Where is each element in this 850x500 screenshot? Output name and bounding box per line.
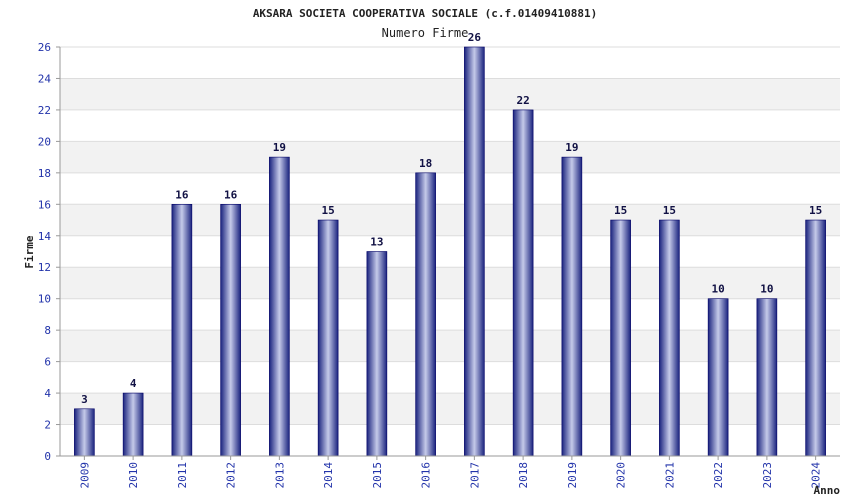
x-tick-label-2019: 2019 xyxy=(566,462,579,489)
grid-band xyxy=(60,78,840,110)
value-label-2020: 15 xyxy=(614,204,627,217)
y-axis-label: Firme xyxy=(23,235,36,268)
bar-2016 xyxy=(415,172,436,457)
chart-subtitle: Numero Firme xyxy=(382,26,469,40)
value-label-2009: 3 xyxy=(81,393,88,406)
bars xyxy=(74,46,826,457)
y-tick-label: 8 xyxy=(44,324,51,337)
bar-2023 xyxy=(756,298,778,457)
value-label-2011: 16 xyxy=(175,188,189,201)
x-tick-label-2015: 2015 xyxy=(371,462,384,489)
bar-2019 xyxy=(561,156,583,457)
value-label-2023: 10 xyxy=(760,283,773,296)
bar-2022 xyxy=(707,298,729,457)
x-tick-labels: 2009 2010 2011 2012 2013 2014 2015 2016 2017 2018… xyxy=(78,462,822,489)
x-tick-label-2021: 2021 xyxy=(663,462,676,489)
x-tick-label-2012: 2012 xyxy=(225,462,238,489)
y-tick-label: 12 xyxy=(38,261,51,274)
x-tick-label-2010: 2010 xyxy=(127,462,140,489)
x-tick-label-2014: 2014 xyxy=(322,462,335,489)
value-label-2019: 19 xyxy=(565,141,578,154)
y-tick-label: 0 xyxy=(44,450,51,463)
value-label-2010: 4 xyxy=(130,377,137,390)
bar-2018 xyxy=(512,109,534,457)
value-label-2014: 15 xyxy=(322,204,335,217)
bar-2017 xyxy=(464,46,485,457)
value-label-2021: 15 xyxy=(663,204,676,217)
value-label-2022: 10 xyxy=(712,283,725,296)
grid-band xyxy=(60,141,840,173)
value-label-2018: 22 xyxy=(517,94,530,107)
y-tick-label: 20 xyxy=(38,135,51,148)
bar-2011 xyxy=(171,204,193,457)
y-tick-label: 4 xyxy=(44,387,51,400)
x-axis-label: Anno xyxy=(814,484,841,497)
chart-title: AKSARA SOCIETA COOPERATIVA SOCIALE (c.f.… xyxy=(253,7,597,20)
value-label-2024: 15 xyxy=(809,204,822,217)
bar-2010 xyxy=(122,392,144,457)
bar-2024 xyxy=(805,219,826,457)
y-tick-label: 14 xyxy=(38,230,52,243)
x-tick-label-2017: 2017 xyxy=(468,462,481,489)
y-tick-label: 10 xyxy=(38,293,51,306)
x-tick-label-2011: 2011 xyxy=(176,462,189,489)
x-tick-label-2018: 2018 xyxy=(517,462,530,489)
bar-2015 xyxy=(366,251,388,457)
x-tick-label-2016: 2016 xyxy=(420,462,433,489)
y-tick-label: 26 xyxy=(38,41,51,54)
value-label-2013: 19 xyxy=(273,141,286,154)
value-labels: 3 4 16 16 19 15 13 18 26 22 19 15 15 10 10 15 xyxy=(81,31,822,406)
y-tick-label: 2 xyxy=(44,419,51,432)
y-tick-label: 22 xyxy=(38,104,51,117)
x-tick-label-2013: 2013 xyxy=(273,462,286,489)
y-tick-label: 18 xyxy=(38,167,51,180)
bar-2021 xyxy=(659,219,680,457)
value-label-2016: 18 xyxy=(419,157,432,170)
y-tick-label: 24 xyxy=(38,72,52,85)
y-tick-label: 6 xyxy=(44,356,51,369)
x-tick-label-2020: 2020 xyxy=(615,462,628,489)
bar-2020 xyxy=(610,219,631,457)
x-tick-label-2024: 2024 xyxy=(810,462,823,489)
bar-2013 xyxy=(269,156,290,457)
y-tick-label: 16 xyxy=(38,198,51,211)
value-label-2015: 13 xyxy=(370,236,383,249)
bar-2009 xyxy=(74,408,95,457)
bar-2014 xyxy=(317,219,339,457)
x-tick-label-2023: 2023 xyxy=(761,462,774,489)
axes xyxy=(56,46,840,460)
x-tick-label-2009: 2009 xyxy=(78,462,91,489)
x-tick-label-2022: 2022 xyxy=(712,462,725,489)
value-label-2012: 16 xyxy=(224,188,238,201)
value-label-2017: 26 xyxy=(468,31,482,44)
bar-2012 xyxy=(220,204,241,457)
